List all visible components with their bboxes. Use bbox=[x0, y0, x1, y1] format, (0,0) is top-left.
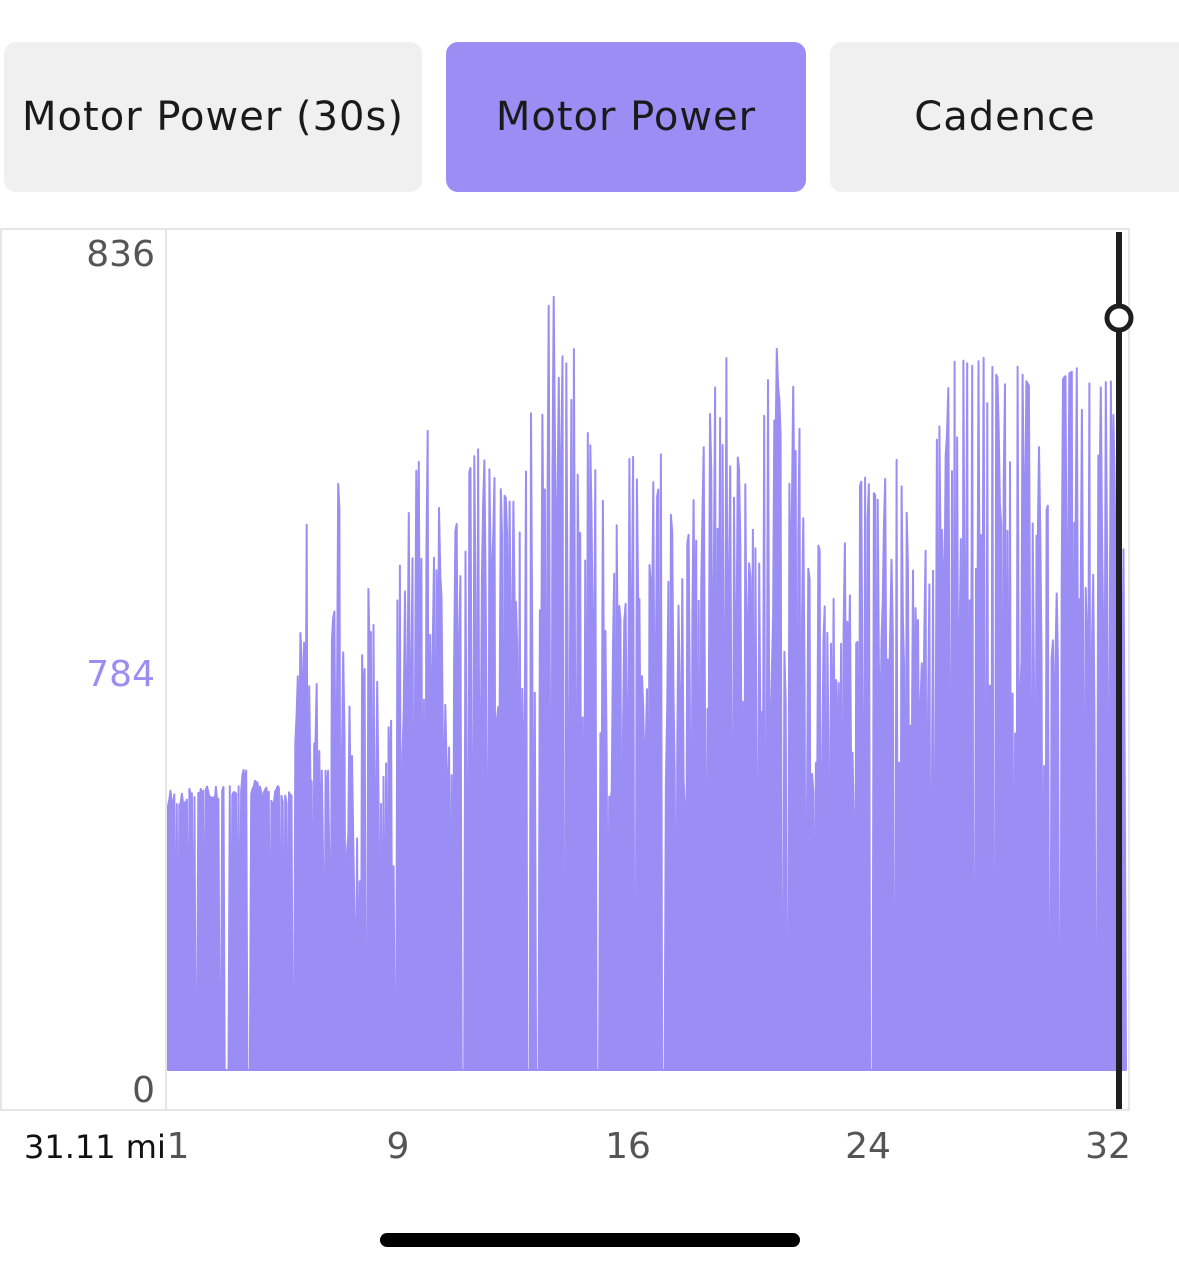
tab-motor-power-30s[interactable]: Motor Power (30s) bbox=[4, 42, 422, 192]
x-tick-1: 1 bbox=[166, 1126, 190, 1167]
y-tick-top: 836 bbox=[86, 234, 155, 275]
home-indicator[interactable] bbox=[380, 1233, 800, 1247]
chart-canvas[interactable] bbox=[0, 228, 1179, 1188]
series-motor-power bbox=[167, 295, 1127, 1071]
x-tick-16: 16 bbox=[605, 1126, 651, 1167]
x-tick-9: 9 bbox=[386, 1126, 410, 1167]
scrub-cursor bbox=[1104, 232, 1134, 1109]
x-tick-32: 32 bbox=[1085, 1126, 1131, 1167]
y-tick-bottom: 0 bbox=[132, 1070, 155, 1111]
x-tick-24: 24 bbox=[845, 1126, 891, 1167]
distance-readout: 31.11 mi bbox=[24, 1128, 166, 1166]
cursor-knob bbox=[1104, 303, 1134, 333]
tab-cadence[interactable]: Cadence bbox=[830, 42, 1179, 192]
chart-frame bbox=[0, 228, 1130, 1111]
tab-motor-power[interactable]: Motor Power bbox=[446, 42, 806, 192]
metric-tabs: Motor Power (30s) Motor Power Cadence bbox=[0, 42, 1179, 192]
power-chart[interactable]: 836 784 0 31.11 mi 1 9 16 24 32 bbox=[0, 228, 1179, 1188]
y-tick-mid: 784 bbox=[86, 654, 155, 695]
motor-power-series-path bbox=[167, 295, 1127, 1071]
